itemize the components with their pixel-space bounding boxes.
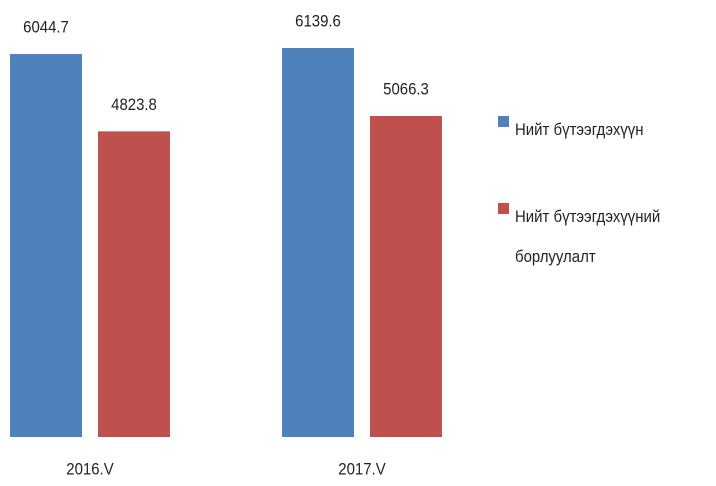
legend-item: Нийт бүтээгдэхүүний борлуулалт — [498, 197, 716, 277]
x-tick-label: 2017.V — [338, 461, 386, 479]
x-tick-label: 2016.V — [66, 461, 114, 479]
bar — [282, 48, 354, 437]
legend-label: Нийт бүтээгдэхүүний борлуулалт — [515, 207, 661, 266]
legend-label: Нийт бүтээгдэхүүн — [515, 120, 644, 139]
bar — [10, 54, 82, 437]
legend-swatch — [498, 116, 509, 127]
data-label: 5066.3 — [383, 81, 429, 99]
data-label: 4823.8 — [111, 96, 157, 114]
bar — [370, 116, 442, 437]
legend-item: Нийт бүтээгдэхүүн — [498, 110, 716, 150]
bar — [98, 131, 170, 437]
legend-swatch — [498, 203, 509, 214]
data-label: 6139.6 — [295, 13, 341, 31]
data-label: 6044.7 — [23, 19, 69, 37]
